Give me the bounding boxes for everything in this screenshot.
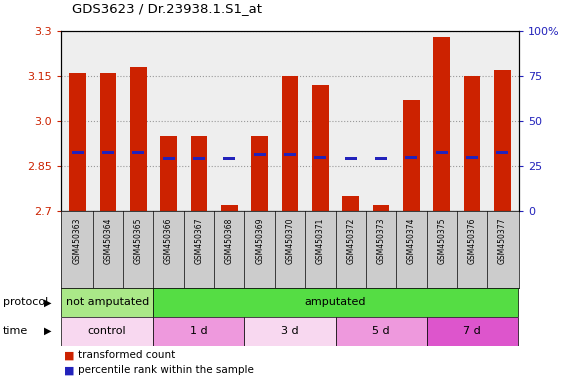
Text: 3 d: 3 d xyxy=(281,326,299,336)
Bar xyxy=(335,317,426,346)
Text: amputated: amputated xyxy=(304,297,366,308)
Text: 5 d: 5 d xyxy=(372,326,390,336)
Text: GSM450375: GSM450375 xyxy=(437,217,446,264)
Bar xyxy=(426,317,517,346)
Bar xyxy=(494,70,511,211)
Text: GSM450374: GSM450374 xyxy=(407,217,416,264)
Bar xyxy=(102,151,114,154)
Text: ▶: ▶ xyxy=(45,326,52,336)
Bar xyxy=(162,157,175,160)
Text: ▶: ▶ xyxy=(45,297,52,308)
Text: GSM450368: GSM450368 xyxy=(225,217,234,264)
Text: 1 d: 1 d xyxy=(190,326,208,336)
Text: GSM450376: GSM450376 xyxy=(467,217,477,264)
Text: not amputated: not amputated xyxy=(66,297,149,308)
Text: GSM450371: GSM450371 xyxy=(316,217,325,264)
Text: ■: ■ xyxy=(64,366,74,376)
Bar xyxy=(466,156,478,159)
Text: GSM450366: GSM450366 xyxy=(164,217,173,264)
Bar xyxy=(253,152,266,156)
Bar xyxy=(405,156,418,159)
Bar xyxy=(282,76,298,211)
Bar xyxy=(433,37,450,211)
Bar xyxy=(284,152,296,156)
Bar xyxy=(100,73,116,211)
Bar xyxy=(191,136,207,211)
Text: control: control xyxy=(88,326,126,336)
Text: transformed count: transformed count xyxy=(78,350,176,360)
Bar xyxy=(312,85,329,211)
Bar xyxy=(154,288,517,317)
Text: GSM450363: GSM450363 xyxy=(73,217,82,264)
Text: ■: ■ xyxy=(64,350,74,360)
Bar xyxy=(223,157,235,160)
Text: GSM450364: GSM450364 xyxy=(103,217,113,264)
Bar xyxy=(132,151,144,154)
Text: GSM450370: GSM450370 xyxy=(285,217,295,264)
Text: GSM450369: GSM450369 xyxy=(255,217,264,264)
Bar xyxy=(221,205,238,211)
Text: GSM450367: GSM450367 xyxy=(194,217,204,264)
Bar xyxy=(61,288,154,317)
Text: 7 d: 7 d xyxy=(463,326,481,336)
Bar xyxy=(160,136,177,211)
Text: time: time xyxy=(3,326,28,336)
Bar xyxy=(69,73,86,211)
Text: GSM450373: GSM450373 xyxy=(376,217,386,264)
Bar xyxy=(373,205,389,211)
Bar xyxy=(314,156,327,159)
Bar xyxy=(154,317,245,346)
Bar xyxy=(436,151,448,154)
Bar xyxy=(71,151,84,154)
Text: GSM450377: GSM450377 xyxy=(498,217,507,264)
Text: GSM450372: GSM450372 xyxy=(346,217,355,264)
Bar xyxy=(403,100,420,211)
Bar xyxy=(375,157,387,160)
Bar xyxy=(193,157,205,160)
Bar xyxy=(61,317,154,346)
Bar xyxy=(345,157,357,160)
Bar xyxy=(251,136,268,211)
Bar xyxy=(130,67,147,211)
Text: protocol: protocol xyxy=(3,297,48,308)
Bar xyxy=(464,76,480,211)
Text: percentile rank within the sample: percentile rank within the sample xyxy=(78,366,254,376)
Text: GSM450365: GSM450365 xyxy=(134,217,143,264)
Bar xyxy=(342,196,359,211)
Bar xyxy=(245,317,335,346)
Text: GDS3623 / Dr.23938.1.S1_at: GDS3623 / Dr.23938.1.S1_at xyxy=(72,2,263,15)
Bar xyxy=(496,151,509,154)
